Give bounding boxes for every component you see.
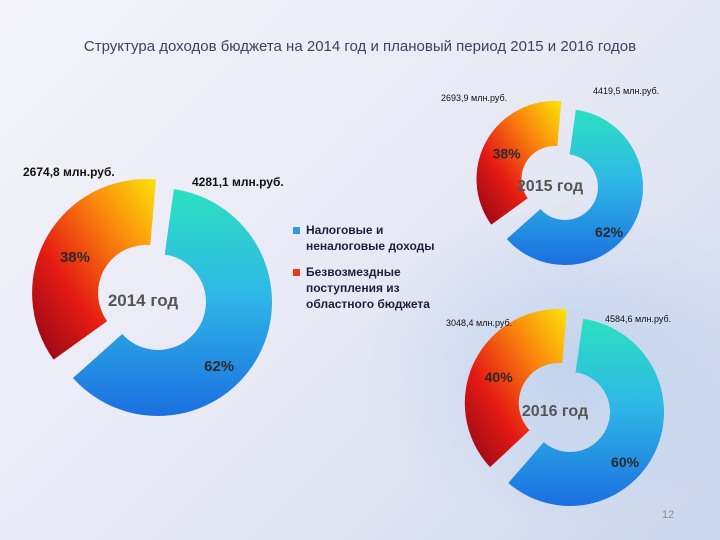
- center-label-2015: 2015 год: [517, 178, 583, 195]
- legend-swatch-transfers: [293, 269, 300, 276]
- amount-2014-tax: 4281,1 млн.руб.: [192, 175, 284, 189]
- page-number: 12: [662, 509, 675, 521]
- slice-2016-tax-revenue: [508, 318, 664, 506]
- legend-label-tax: Налоговые и неналоговые доходы: [306, 223, 435, 253]
- center-label-2014: 2014 год: [108, 291, 179, 310]
- donut-2016: 2016 год 60% 40%: [464, 309, 664, 506]
- value-label-2015-transfers: 38%: [493, 145, 522, 161]
- amount-2016-tax: 4584,6 млн.руб.: [605, 314, 672, 324]
- slice-2015-transfers: [476, 101, 562, 225]
- amount-2015-transfers: 2693,9 млн.руб.: [441, 93, 508, 103]
- slice-2015-tax-revenue: [506, 109, 643, 265]
- donut-2015: 2015 год 62% 38%: [476, 101, 643, 265]
- value-label-2014-transfers: 38%: [60, 249, 90, 266]
- slice-2014-tax-revenue: [73, 189, 272, 416]
- slice-2016-transfers: [464, 309, 567, 468]
- center-label-2016: 2016 год: [522, 403, 588, 420]
- slide-title: Структура доходов бюджета на 2014 год и …: [83, 38, 637, 55]
- amount-2016-transfers: 3048,4 млн.руб.: [446, 318, 513, 328]
- amount-2015-tax: 4419,5 млн.руб.: [593, 86, 660, 96]
- value-label-2016-transfers: 40%: [485, 369, 514, 385]
- legend-item-transfers: Безвозмездные поступления из областного …: [293, 264, 463, 312]
- slice-2014-transfers: [32, 179, 157, 360]
- donut-2014: 2014 год 62% 38%: [32, 179, 272, 416]
- legend: Налоговые и неналоговые доходы Безвозмез…: [293, 222, 463, 322]
- amount-2014-transfers: 2674,8 млн.руб.: [23, 165, 115, 179]
- legend-swatch-tax: [293, 227, 300, 234]
- value-label-2014-tax: 62%: [204, 358, 234, 375]
- legend-label-transfers: Безвозмездные поступления из областного …: [306, 265, 430, 311]
- legend-item-tax: Налоговые и неналоговые доходы: [293, 222, 463, 254]
- value-label-2015-tax: 62%: [595, 224, 624, 240]
- value-label-2016-tax: 60%: [611, 454, 640, 470]
